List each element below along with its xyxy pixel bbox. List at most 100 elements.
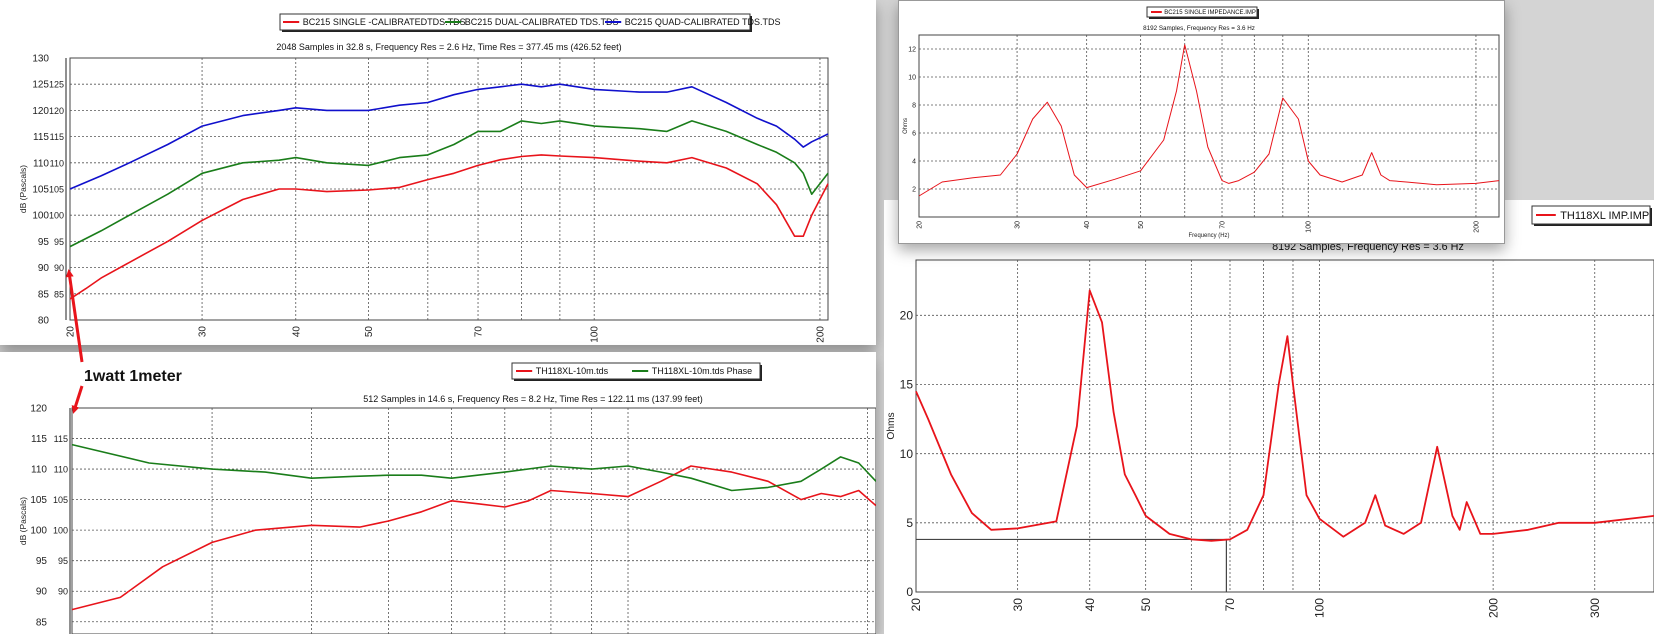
- x-tick-label: 100: [590, 326, 601, 343]
- y-tick-label: 110: [31, 465, 47, 476]
- inner-y-tick-label: 120: [49, 106, 64, 116]
- y-tick-label: 80: [38, 316, 50, 327]
- y-tick-label: 10: [900, 447, 914, 461]
- x-tick-label: 70: [1223, 598, 1237, 612]
- y-tick-label: 95: [36, 556, 48, 567]
- x-tick-label: 30: [198, 326, 209, 338]
- chart-title: 8192 Samples, Frequency Res = 3.6 Hz: [1143, 25, 1255, 32]
- inner-y-tick-label: 110: [50, 158, 64, 168]
- y-tick-label: 2: [912, 186, 916, 193]
- y-axis-label: Ohms: [886, 412, 897, 439]
- y-tick-label: 0: [906, 585, 913, 599]
- y-tick-label: 5: [906, 516, 913, 530]
- y-tick-label: 100: [30, 526, 47, 537]
- y-tick-label: 85: [36, 617, 48, 628]
- y-axis-label: dB (Pascals): [18, 165, 28, 213]
- y-tick-label: 90: [38, 263, 50, 274]
- inner-y-tick-label: 115: [50, 132, 64, 142]
- inner-y-tick-label: 105: [53, 495, 68, 505]
- legend-label: BC215 SINGLE -CALIBRATEDTDS.TDS: [303, 17, 466, 27]
- legend-box: [1531, 205, 1651, 225]
- series-line: [71, 465, 876, 611]
- x-tick-label: 20: [909, 598, 923, 612]
- chart-title: 512 Samples in 14.6 s, Frequency Res = 8…: [363, 394, 703, 404]
- y-tick-label: 115: [33, 132, 49, 143]
- y-tick-label: 120: [30, 404, 47, 415]
- legend-label: BC215 SINGLE IMPEDANCE.IMP: [1164, 10, 1256, 16]
- y-tick-label: 85: [38, 289, 50, 300]
- inner-y-tick-label: 100: [53, 526, 68, 536]
- x-axis-label: Frequency (Hz): [1189, 233, 1230, 239]
- legend-label: TH118XL-10m.tds Phase: [652, 366, 752, 376]
- chart-panel-bc215-response: 80 85 90 95 100 105 110 115 120 125 130 85 90 95 100 10…: [0, 0, 876, 345]
- x-tick-label: 40: [291, 326, 302, 338]
- y-tick-label: 105: [32, 185, 49, 196]
- inner-y-tick-label: 95: [58, 556, 68, 566]
- y-tick-label: 130: [32, 54, 49, 65]
- y-tick-label: 115: [31, 434, 47, 445]
- plot-area: [915, 259, 1654, 593]
- series-line: [69, 154, 829, 300]
- legend-box: [279, 13, 751, 31]
- x-tick-label: 30: [1015, 221, 1022, 229]
- x-tick-label: 30: [1011, 598, 1025, 612]
- y-axis-label: Ohms: [903, 118, 909, 134]
- series-line: [69, 120, 829, 248]
- chart-th118xl-response: 85 90 95 100 105 110 115 120 90 95 100 105 110 115 512…: [18, 362, 876, 634]
- series-line: [71, 443, 876, 492]
- x-tick-label: 50: [364, 326, 375, 338]
- series-line: [915, 289, 1654, 542]
- x-tick-label: 70: [474, 326, 485, 338]
- legend-label: BC215 DUAL-CALIBRATED TDS.TDS: [465, 17, 619, 27]
- plot-area: [71, 407, 876, 634]
- x-tick-label: 40: [1083, 598, 1097, 612]
- inner-y-tick-label: 95: [54, 237, 64, 247]
- chart-title: 8192 Samples, Frequency Res = 3.6 Hz: [1272, 241, 1464, 253]
- y-tick-label: 8: [912, 102, 916, 109]
- x-tick-label: 50: [1139, 598, 1153, 612]
- x-tick-label: 200: [815, 326, 826, 343]
- legend-label: TH118XL-10m.tds: [536, 366, 609, 376]
- x-tick-label: 20: [916, 221, 923, 229]
- y-tick-label: 105: [30, 495, 47, 506]
- x-tick-label: 200: [1486, 598, 1500, 618]
- inner-y-tick-label: 100: [49, 211, 64, 221]
- inner-y-tick-label: 90: [54, 263, 64, 273]
- chart-bc215-impedance: 2 4 6 8 10 12 20 30 40 50 70 100 200 8192 Samples, Fr…: [903, 6, 1500, 239]
- y-tick-label: 100: [32, 211, 49, 222]
- x-tick-label: 300: [1588, 598, 1602, 618]
- inner-y-tick-label: 125: [49, 80, 64, 90]
- legend-label: TH118XL IMP.IMP: [1560, 210, 1649, 222]
- y-tick-label: 4: [912, 158, 916, 165]
- inner-y-tick-label: 85: [54, 289, 64, 299]
- x-tick-label: 20: [66, 326, 77, 338]
- chart-panel-th118xl-impedance: 0 5 10 15 20 20 30 40 50 70 100 200 300 8192 Samples,…: [884, 200, 1654, 634]
- inner-y-tick-label: 105: [49, 185, 64, 195]
- y-tick-label: 125: [32, 80, 49, 91]
- y-axis-label: dB (Pascals): [18, 497, 28, 545]
- y-tick-label: 12: [908, 46, 916, 53]
- x-tick-label: 40: [1084, 221, 1091, 229]
- y-tick-label: 15: [900, 378, 914, 392]
- y-tick-label: 6: [912, 130, 916, 137]
- y-tick-label: 95: [38, 237, 50, 248]
- chart-panel-bc215-impedance: 2 4 6 8 10 12 20 30 40 50 70 100 200 8192 Samples, Fr…: [898, 0, 1505, 244]
- plot-area: [918, 34, 1500, 218]
- legend-box: [1146, 6, 1258, 18]
- chart-panel-th118xl-response: 85 90 95 100 105 110 115 120 90 95 100 105 110 115 512…: [0, 352, 876, 634]
- legend-label: BC215 QUAD-CALIBRATED TDS.TDS: [625, 17, 781, 27]
- inner-y-tick-label: 110: [54, 465, 68, 475]
- x-tick-label: 70: [1219, 221, 1226, 229]
- chart-bc215-response: 8085909510010511011512012513085909510010…: [18, 13, 829, 343]
- x-tick-label: 100: [1306, 221, 1313, 233]
- chart-title: 2048 Samples in 32.8 s, Frequency Res = …: [276, 42, 621, 52]
- inner-y-tick-label: 90: [58, 587, 68, 597]
- y-tick-label: 90: [36, 587, 48, 598]
- inner-y-tick-label: 115: [54, 434, 68, 444]
- y-tick-label: 10: [908, 74, 916, 81]
- y-tick-label: 120: [32, 106, 49, 117]
- x-tick-label: 100: [1313, 598, 1327, 618]
- series-line: [69, 83, 829, 190]
- series-line: [918, 44, 1500, 197]
- chart-th118xl-impedance: 0 5 10 15 20 20 30 40 50 70 100 200 300 8192 Samples,…: [886, 205, 1654, 618]
